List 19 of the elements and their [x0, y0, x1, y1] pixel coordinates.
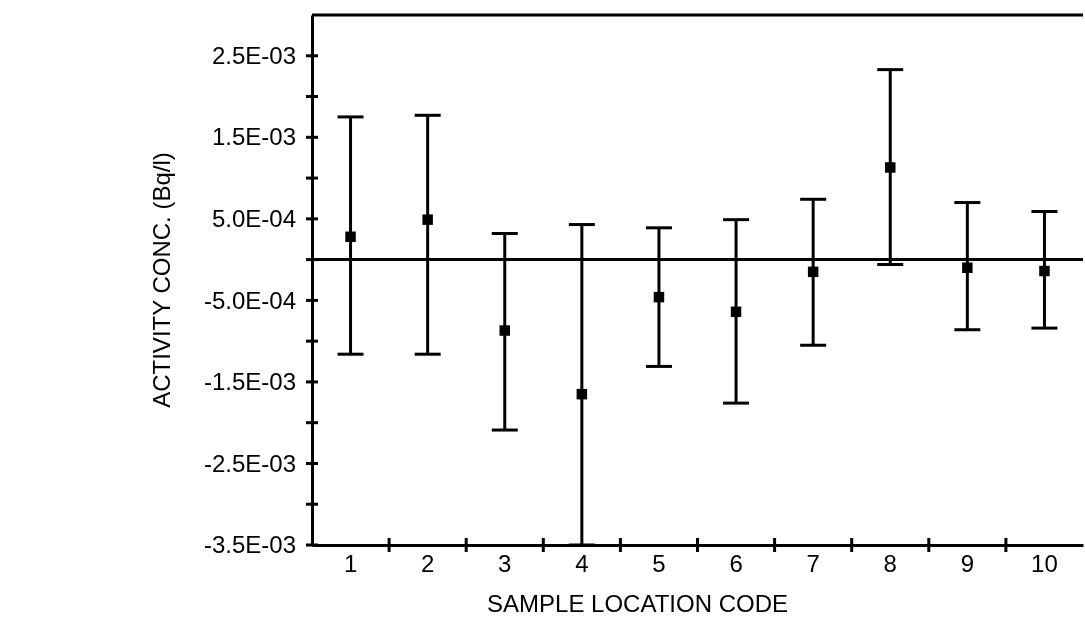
x-tick-label: 1 [343, 550, 358, 578]
y-tick-label: 2.5E-03 [211, 41, 296, 69]
x-tick-label: 5 [652, 550, 666, 578]
x-tick-label: 8 [883, 550, 897, 578]
y-axis-title: ACTIVITY CONC. (Bq/l) [148, 152, 175, 408]
y-tick-label: -2.5E-03 [203, 449, 296, 477]
y-tick-label: 5.0E-04 [211, 205, 296, 233]
x-axis-title: SAMPLE LOCATION CODE [487, 590, 788, 617]
x-tick-label: 6 [729, 550, 743, 578]
y-tick-label: -5.0E-04 [203, 286, 296, 314]
x-tick-label: 2 [420, 550, 435, 578]
x-tick-label: 3 [498, 550, 512, 578]
y-tick-label: -3.5E-03 [203, 531, 296, 559]
y-tick-label: -1.5E-03 [203, 368, 296, 396]
x-tick-label: 7 [806, 550, 820, 578]
y-tick-label: 1.5E-03 [211, 123, 296, 151]
x-tick-label: 4 [575, 550, 589, 578]
x-tick-label: 10 [1031, 550, 1058, 578]
x-tick-label: 9 [960, 550, 975, 578]
